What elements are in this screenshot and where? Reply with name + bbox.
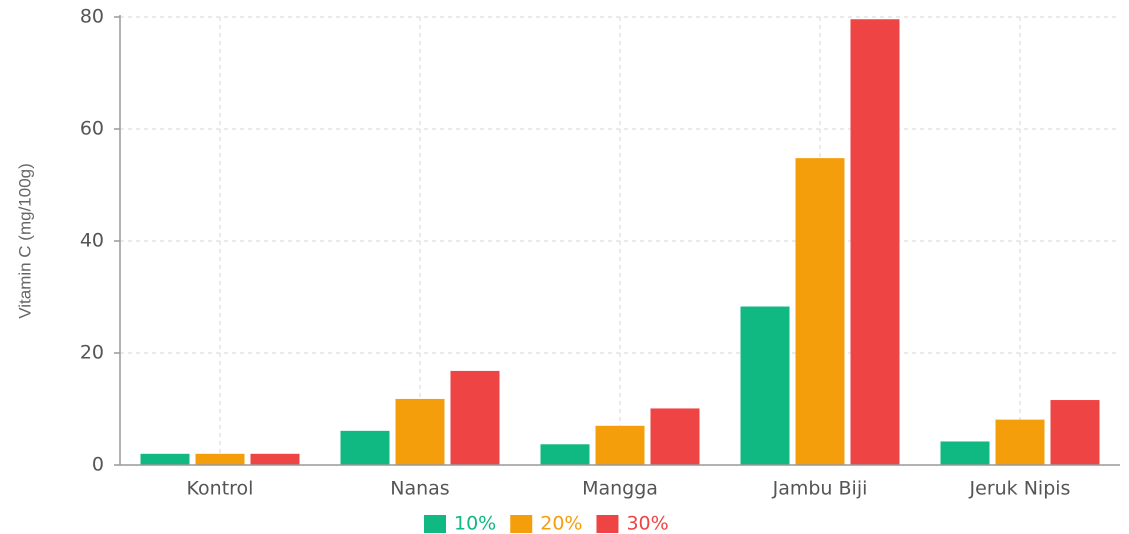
legend-label: 10% xyxy=(454,513,496,534)
bar xyxy=(595,425,645,465)
bar xyxy=(250,453,300,465)
x-tick-label: Jambu Biji xyxy=(772,478,868,500)
y-tick-label: 0 xyxy=(92,454,104,476)
legend-swatch xyxy=(424,515,446,533)
legend-label: 20% xyxy=(540,513,582,534)
bar xyxy=(940,441,990,465)
bar xyxy=(850,19,900,466)
bar xyxy=(650,408,700,465)
bar xyxy=(395,398,445,465)
bar xyxy=(195,453,245,465)
bar xyxy=(540,444,590,465)
bar xyxy=(995,419,1045,465)
legend-label: 30% xyxy=(626,513,668,534)
x-tick-label: Nanas xyxy=(390,478,449,500)
legend-swatch xyxy=(596,515,619,533)
bar xyxy=(740,306,790,465)
bar xyxy=(795,158,845,465)
y-tick-label: 80 xyxy=(80,6,104,28)
x-tick-label: Mangga xyxy=(582,478,658,500)
bar xyxy=(140,453,190,465)
x-tick-label: Kontrol xyxy=(187,478,254,500)
y-axis-label: Vitamin C (mg/100g) xyxy=(15,163,34,319)
y-tick-label: 40 xyxy=(80,230,104,252)
bar xyxy=(450,370,500,465)
y-tick-label: 20 xyxy=(80,342,104,364)
y-tick-label: 60 xyxy=(80,118,104,140)
legend-swatch xyxy=(510,515,533,533)
x-tick-label: Jeruk Nipis xyxy=(969,478,1071,500)
bar xyxy=(340,430,390,465)
bar xyxy=(1050,400,1100,465)
